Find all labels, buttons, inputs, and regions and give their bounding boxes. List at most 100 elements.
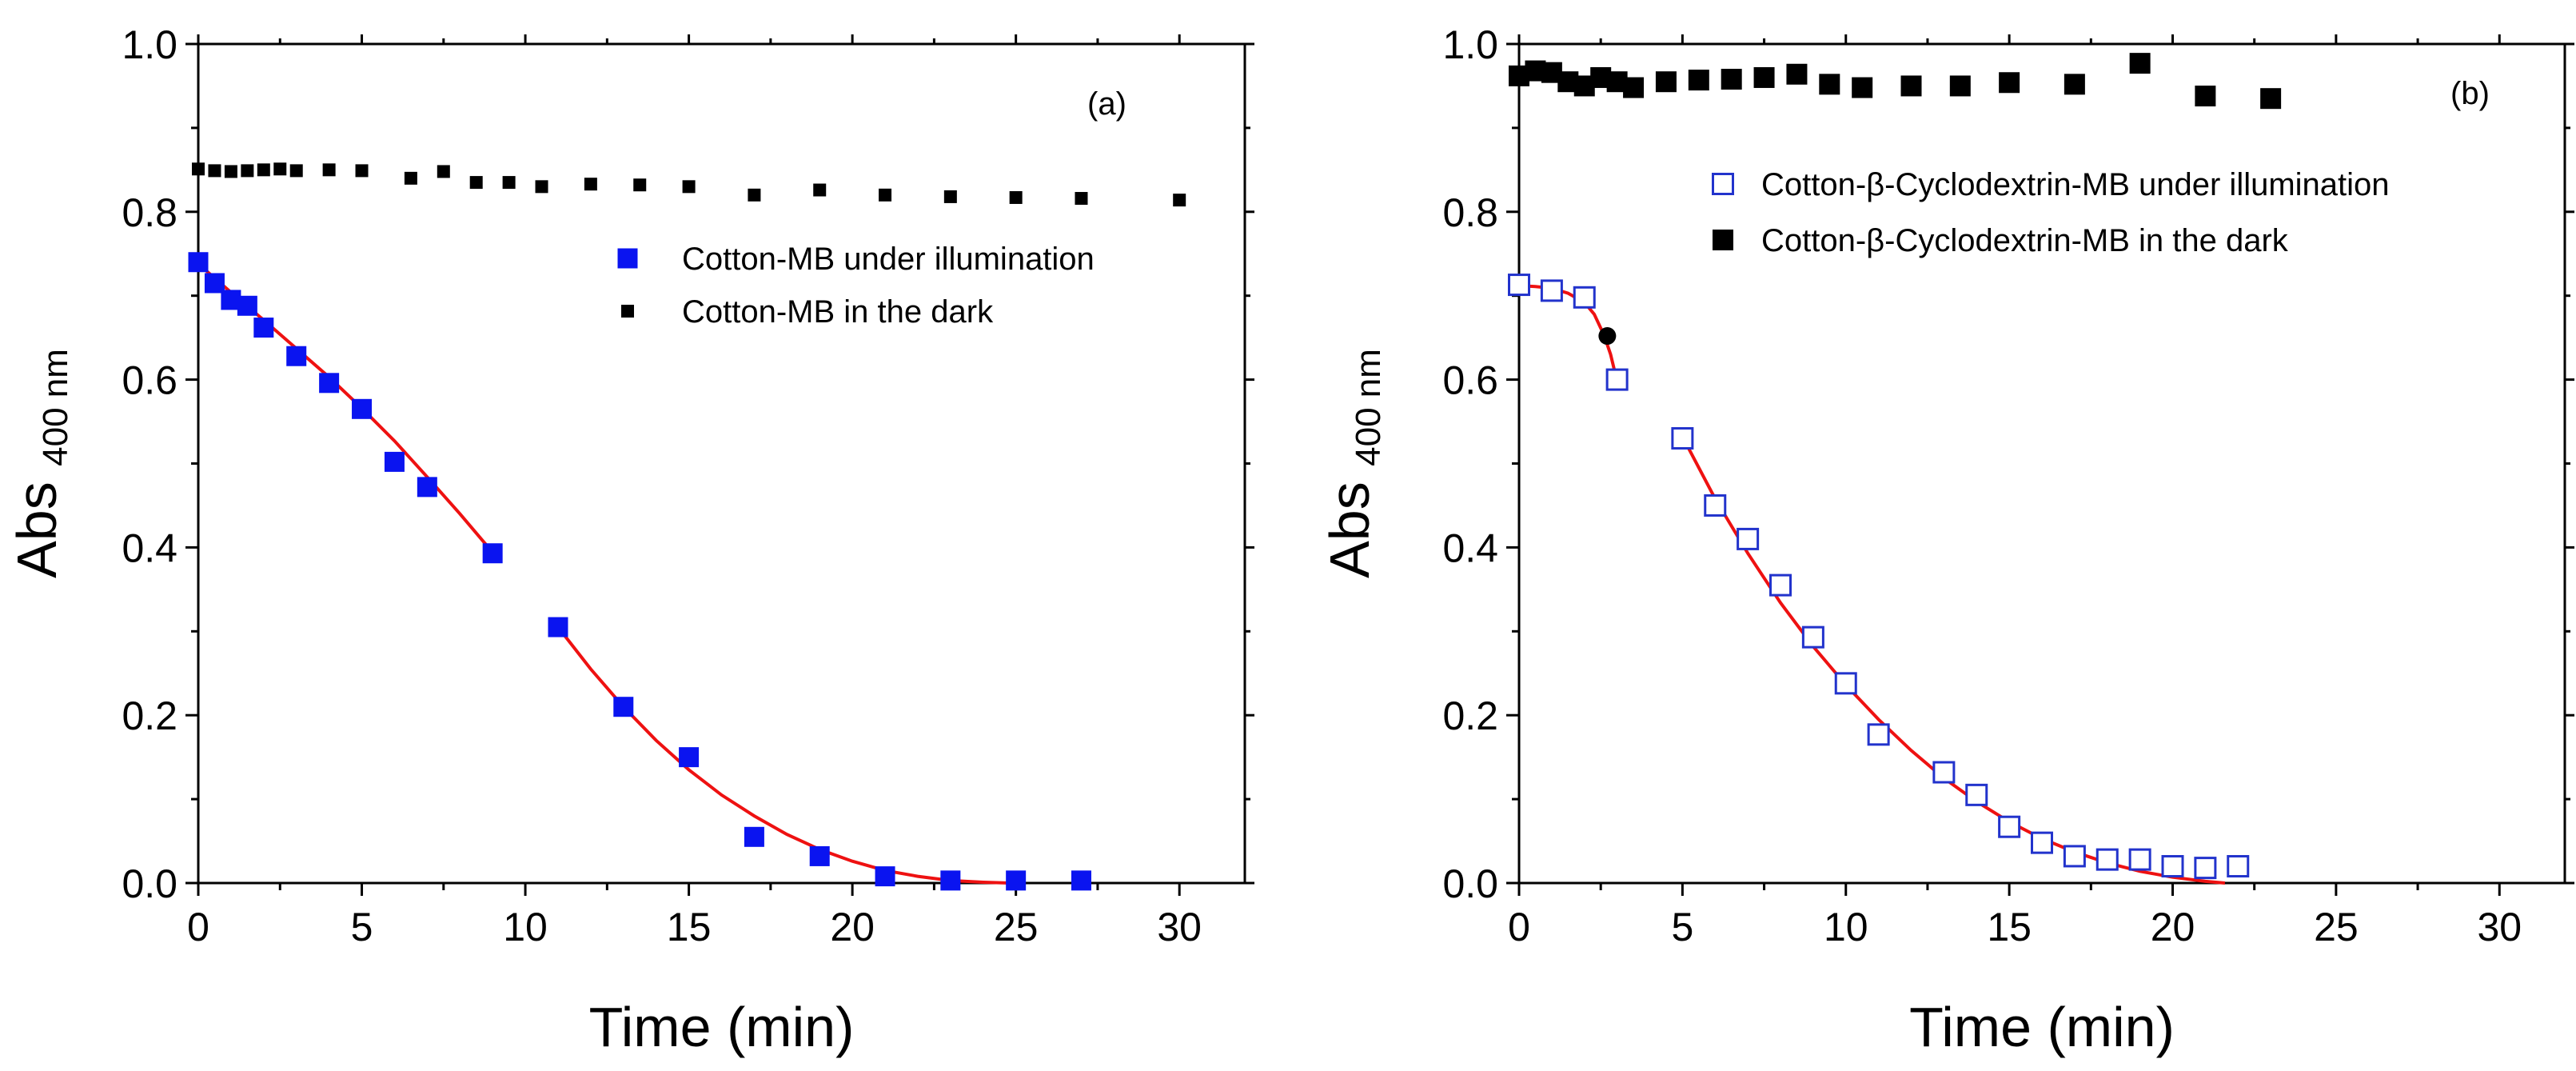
data-point (943, 190, 957, 203)
x-tick-label: 0 (1508, 905, 1530, 949)
data-point (1721, 69, 1742, 90)
data-point (1009, 190, 1023, 204)
data-point (208, 164, 221, 178)
y-axis-title-main: Abs (6, 466, 68, 578)
legend-marker (617, 248, 638, 269)
data-point (482, 543, 503, 564)
x-tick-label: 10 (503, 905, 548, 949)
data-point (289, 164, 303, 178)
x-axis-title: Time (min) (589, 996, 855, 1058)
fit-line (1681, 435, 2226, 885)
data-point (1671, 427, 1694, 450)
data-point (1623, 77, 1645, 98)
data-point (384, 451, 405, 472)
data-point (744, 826, 764, 847)
data-point (1965, 783, 1988, 806)
data-point (1573, 286, 1596, 309)
annotation-point (1598, 327, 1617, 346)
data-point (286, 346, 307, 366)
data-point (1769, 573, 1792, 597)
data-point (548, 617, 568, 637)
data-point (748, 188, 761, 202)
panel-label: (b) (2450, 76, 2490, 111)
data-point (404, 171, 417, 185)
data-point (2064, 74, 2085, 95)
y-tick-label: 0.0 (122, 861, 177, 906)
data-point (940, 870, 961, 891)
y-axis-title-main: Abs (1318, 466, 1381, 578)
x-tick-label: 30 (2477, 905, 2522, 949)
data-point (241, 164, 254, 178)
legend-marker (1713, 230, 1733, 250)
data-point (253, 318, 274, 338)
data-point (192, 162, 205, 176)
x-axis-title: Time (min) (1909, 996, 2175, 1058)
data-point (417, 477, 437, 498)
data-point (2227, 855, 2250, 878)
x-tick-label: 15 (667, 905, 712, 949)
data-point (1173, 194, 1186, 207)
x-tick-label: 25 (2314, 905, 2359, 949)
plot-frame (197, 42, 1246, 885)
data-point (633, 178, 647, 192)
data-point (682, 180, 696, 194)
y-tick-label: 0.8 (122, 190, 177, 235)
data-point (2129, 53, 2151, 74)
legend-label: Cotton-MB under illumination (682, 242, 1095, 277)
data-point (1075, 192, 1088, 206)
data-point (1834, 672, 1857, 695)
data-point (1999, 72, 2020, 94)
legend-label: Cotton-β-Cyclodextrin-MB in the dark (1761, 223, 2289, 258)
data-point (273, 162, 287, 176)
data-point (1867, 723, 1890, 746)
y-tick-label: 0.6 (122, 358, 177, 403)
x-tick-label: 5 (351, 905, 373, 949)
data-point (352, 398, 373, 419)
data-point (2194, 857, 2217, 880)
y-axis-title-subscript: 400 nm (36, 349, 75, 466)
data-point (1932, 761, 1956, 784)
x-tick-label: 15 (1987, 905, 2032, 949)
data-point (535, 180, 548, 194)
data-point (319, 373, 340, 394)
x-tick-label: 0 (187, 905, 209, 949)
data-point (2063, 845, 2086, 868)
data-point (879, 188, 892, 202)
data-point (2128, 848, 2151, 871)
data-point (355, 164, 369, 178)
data-point (224, 165, 237, 178)
data-point (1737, 527, 1760, 550)
x-tick-label: 20 (830, 905, 875, 949)
y-tick-label: 1.0 (122, 22, 177, 67)
data-point (469, 176, 483, 190)
data-point (2095, 848, 2119, 871)
x-tick-label: 30 (1157, 905, 1202, 949)
legend-marker (1712, 173, 1734, 195)
data-point (2161, 855, 2184, 878)
data-point (257, 163, 270, 177)
data-point (1786, 63, 1808, 85)
data-point (204, 273, 225, 294)
data-point (1605, 368, 1629, 391)
data-point (188, 252, 209, 273)
y-tick-label: 0.2 (1442, 693, 1498, 738)
data-point (613, 697, 634, 717)
data-point (1900, 75, 1922, 97)
x-tick-label: 10 (1824, 905, 1868, 949)
data-point (1071, 870, 1091, 891)
data-point (1819, 74, 1840, 95)
x-tick-label: 5 (1671, 905, 1693, 949)
data-point (322, 163, 336, 177)
panel-a: 0 5 10 15 20 25 30 0.0 0.2 0.4 0.6 0.8 1.0 Time (min)… (6, 22, 1254, 1058)
data-point (237, 295, 257, 316)
data-point (1753, 66, 1775, 88)
data-point (1998, 815, 2021, 838)
data-point (437, 165, 450, 178)
data-point (1508, 274, 1530, 297)
y-tick-label: 1.0 (1442, 22, 1498, 67)
data-point (1688, 70, 1709, 91)
data-point (1852, 77, 1873, 98)
y-axis-title: Abs 400 nm (6, 349, 75, 578)
data-point (2260, 88, 2282, 110)
